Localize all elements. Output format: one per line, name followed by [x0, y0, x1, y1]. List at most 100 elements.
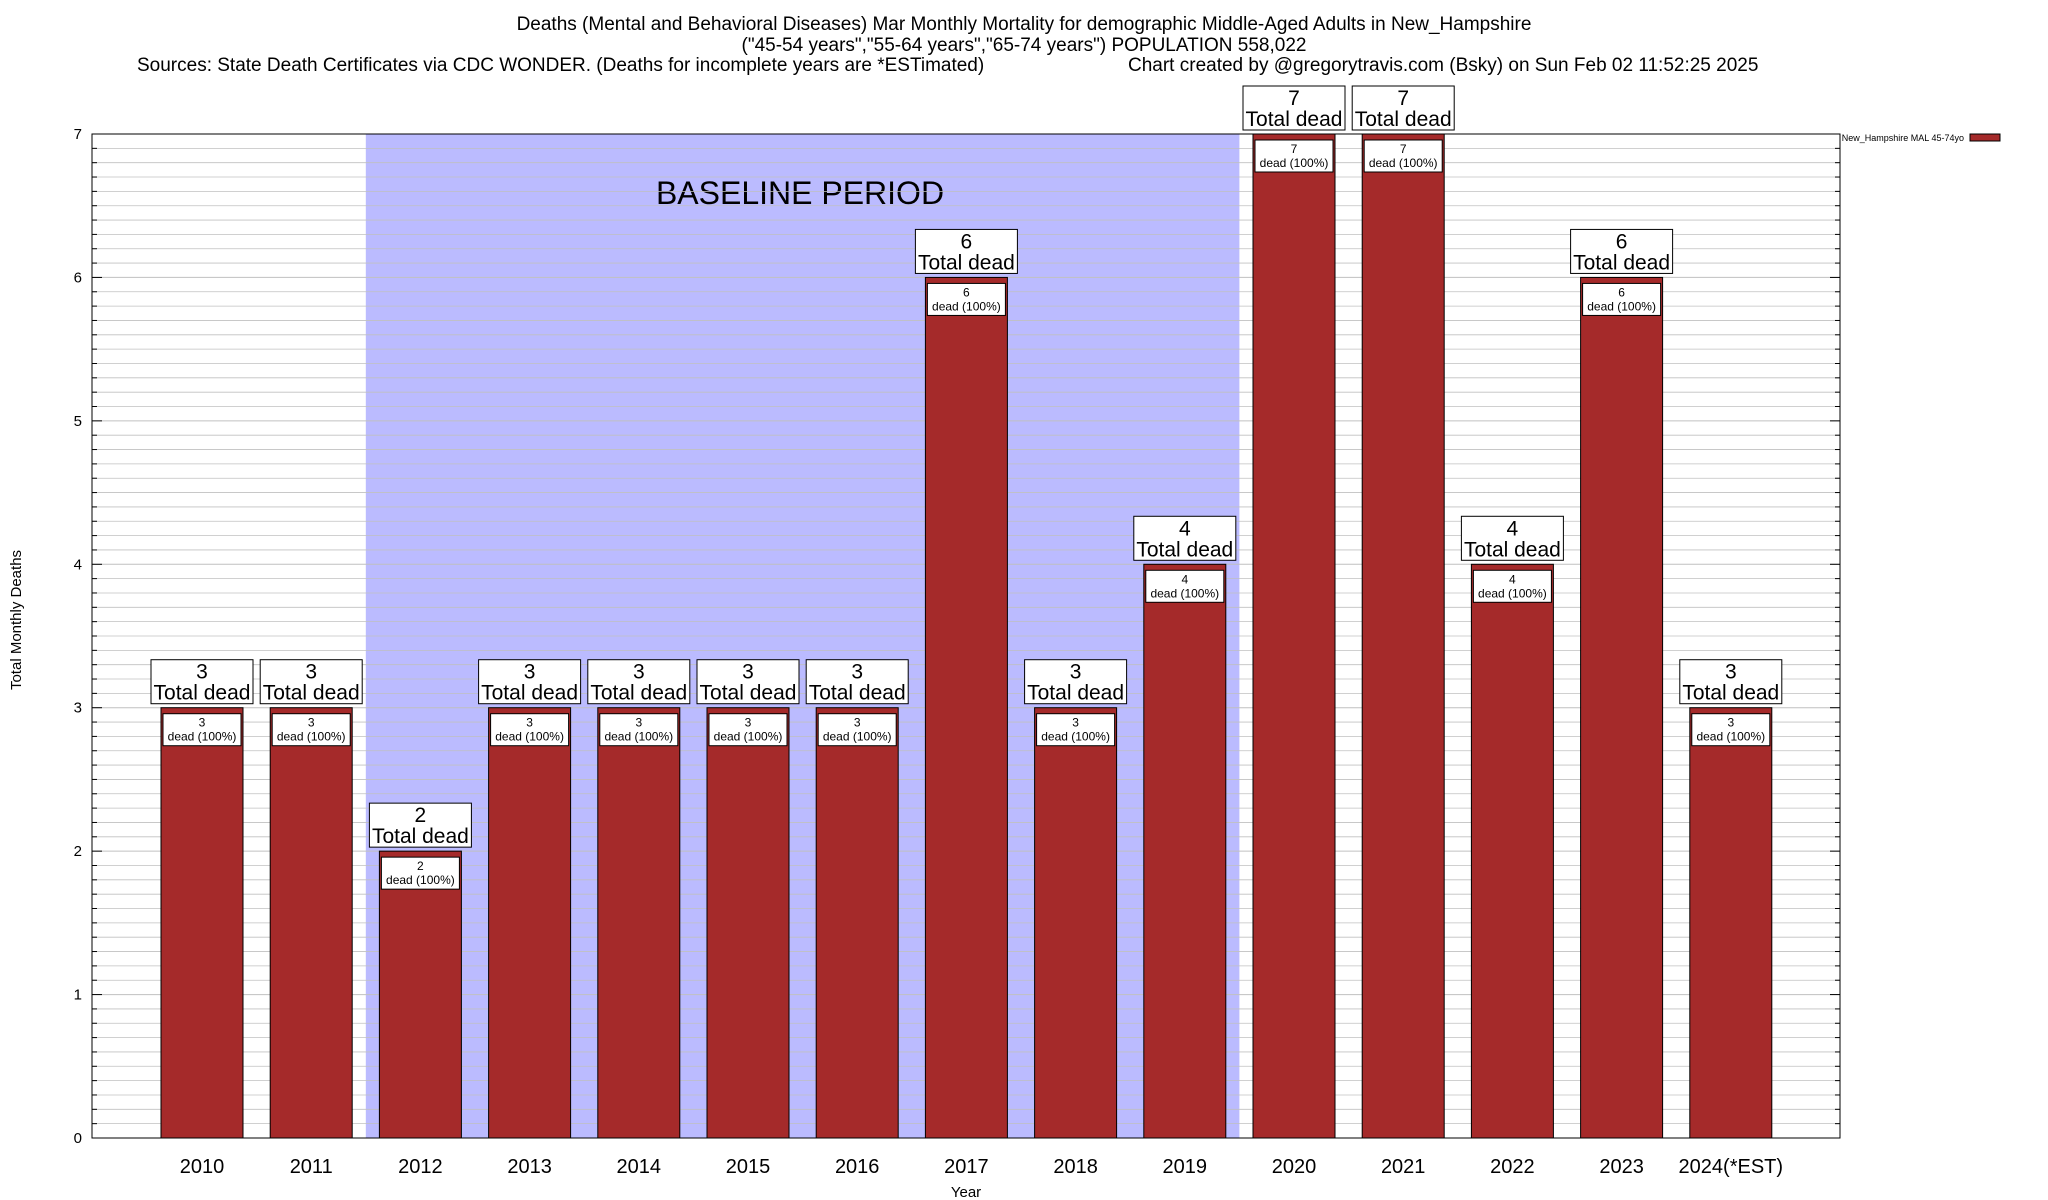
y-tick-label: 4 [74, 556, 82, 573]
bar [924, 276, 1008, 1139]
bar [1470, 563, 1554, 1139]
total-value-label: 2 [415, 804, 427, 827]
bar [1689, 707, 1773, 1139]
x-tick-label: 2024(*EST) [1679, 1156, 1784, 1178]
total-label-box [1570, 228, 1674, 274]
inner-percent-label: dead (100%) [823, 730, 892, 744]
inner-percent-label: dead (100%) [1041, 730, 1110, 744]
total-value-label: 3 [1070, 661, 1082, 684]
total-label-box [696, 659, 800, 705]
legend-label: New_Hampshire MAL 45-74yo [1842, 133, 1964, 143]
chart-sources: Sources: State Death Certificates via CD… [137, 55, 985, 76]
inner-value-label: 3 [1072, 716, 1079, 730]
total-value-label: 7 [1288, 87, 1300, 110]
total-dead-label: Total dead [481, 682, 578, 705]
x-tick-label: 2020 [1272, 1156, 1317, 1178]
x-axis-title: Year [951, 1184, 981, 1200]
inner-percent-label: dead (100%) [1478, 586, 1547, 600]
inner-percent-label: dead (100%) [168, 730, 237, 744]
chart-credit: Chart created by @gregorytravis.com (Bsk… [1128, 55, 1759, 76]
total-dead-label: Total dead [1246, 108, 1343, 131]
total-value-label: 6 [1616, 230, 1628, 253]
x-tick-label: 2023 [1599, 1156, 1644, 1178]
total-dead-label: Total dead [154, 682, 251, 705]
inner-value-label: 6 [1618, 285, 1625, 299]
y-tick-label: 0 [74, 1130, 82, 1147]
total-dead-label: Total dead [918, 251, 1015, 274]
total-label-box [587, 659, 691, 705]
inner-label-box [162, 713, 242, 747]
inner-label-box [1472, 569, 1552, 603]
total-value-label: 3 [196, 661, 208, 684]
bar [1361, 133, 1445, 1139]
inner-label-box [1145, 569, 1225, 603]
total-value-label: 3 [742, 661, 754, 684]
inner-percent-label: dead (100%) [932, 299, 1001, 313]
x-tick-label: 2012 [398, 1156, 443, 1178]
inner-percent-label: dead (100%) [1150, 586, 1219, 600]
inner-label-box [380, 856, 460, 890]
bar [597, 707, 681, 1139]
total-label-box [914, 228, 1018, 274]
y-tick-label: 3 [74, 700, 82, 717]
total-dead-label: Total dead [1464, 538, 1561, 561]
baseline-annotation: BASELINE PERIOD [656, 175, 944, 211]
total-label-box [368, 802, 472, 848]
plot-frame [91, 133, 1841, 1139]
bar [378, 850, 462, 1139]
y-tick-label: 7 [74, 126, 82, 143]
x-tick-label: 2017 [944, 1156, 989, 1178]
total-value-label: 3 [633, 661, 645, 684]
total-dead-label: Total dead [700, 682, 797, 705]
bar [488, 707, 572, 1139]
inner-label-box [490, 713, 570, 747]
total-label-box [150, 659, 254, 705]
inner-percent-label: dead (100%) [604, 730, 673, 744]
bar [815, 707, 899, 1139]
chart-title: Deaths (Mental and Behavioral Diseases) … [516, 14, 1532, 35]
total-dead-label: Total dead [1355, 108, 1452, 131]
x-tick-label: 2010 [180, 1156, 225, 1178]
bar [1580, 276, 1664, 1139]
x-tick-label: 2018 [1053, 1156, 1098, 1178]
total-label-box [1242, 85, 1346, 131]
inner-value-label: 3 [308, 716, 315, 730]
inner-value-label: 4 [1509, 572, 1516, 586]
total-label-box [259, 659, 363, 705]
inner-label-box [1363, 139, 1443, 173]
total-label-box [1679, 659, 1783, 705]
bar [706, 707, 790, 1139]
inner-label-box [926, 282, 1006, 316]
inner-value-label: 6 [963, 285, 970, 299]
total-value-label: 3 [524, 661, 536, 684]
total-dead-label: Total dead [1136, 538, 1233, 561]
inner-value-label: 3 [199, 716, 206, 730]
total-value-label: 6 [961, 230, 973, 253]
inner-value-label: 2 [417, 859, 424, 873]
inner-percent-label: dead (100%) [495, 730, 564, 744]
total-dead-label: Total dead [1573, 251, 1670, 274]
bar [1252, 133, 1336, 1139]
total-label-box [1133, 515, 1237, 561]
y-tick-label: 6 [74, 269, 82, 286]
y-axis-title: Total Monthly Deaths [8, 550, 25, 690]
total-value-label: 4 [1507, 517, 1519, 540]
bar [269, 707, 353, 1139]
total-dead-label: Total dead [263, 682, 360, 705]
inner-value-label: 3 [745, 716, 752, 730]
inner-label-box [1036, 713, 1116, 747]
x-tick-label: 2021 [1381, 1156, 1426, 1178]
total-label-box [1351, 85, 1455, 131]
x-tick-label: 2019 [1163, 1156, 1208, 1178]
total-label-box [1024, 659, 1128, 705]
x-tick-label: 2016 [835, 1156, 880, 1178]
inner-label-box [817, 713, 897, 747]
total-label-box [478, 659, 582, 705]
inner-value-label: 3 [1727, 716, 1734, 730]
x-tick-label: 2022 [1490, 1156, 1535, 1178]
total-dead-label: Total dead [590, 682, 687, 705]
x-tick-label: 2013 [507, 1156, 552, 1178]
total-value-label: 4 [1179, 517, 1191, 540]
inner-value-label: 3 [854, 716, 861, 730]
